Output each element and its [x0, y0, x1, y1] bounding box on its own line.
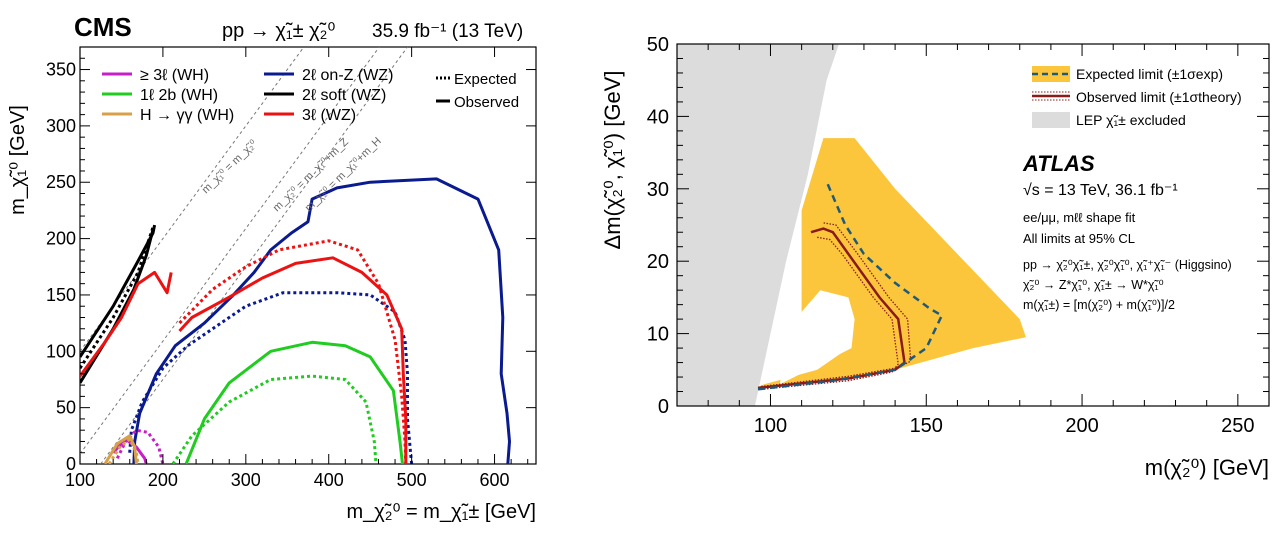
- right-y-axis-title: Δm(χ̃₂⁰, χ̃₁⁰) [GeV]: [600, 71, 625, 250]
- legend-label-3l-wh: ≥ 3ℓ (WH): [140, 67, 209, 84]
- lep-excluded-region: [677, 44, 839, 406]
- legend-label-expected-limit: Expected limit (±1σexp): [1076, 66, 1223, 82]
- atlas-fit-label: ee/μμ, mℓℓ shape fit: [1023, 210, 1136, 225]
- left-x-axis-title: m_χ̃₂⁰ = m_χ̃₁± [GeV]: [346, 501, 536, 523]
- legend-label-hgg-wh: H → γγ (WH): [140, 107, 234, 124]
- cms-experiment-label: CMS: [74, 12, 132, 42]
- y-tick-label-200: 200: [46, 229, 76, 249]
- legend-label-observed: Observed: [454, 94, 519, 111]
- atlas-process-1: pp → χ̃₂⁰χ̃₁±, χ̃₂⁰χ̃₁⁰, χ̃₁⁺χ̃₁⁻ (Higgs…: [1023, 258, 1232, 272]
- right-x-axis-title: m(χ̃₂⁰) [GeV]: [1145, 455, 1269, 480]
- legend-swatch-band: [1032, 66, 1070, 82]
- left-diagonal-lines: [80, 47, 408, 464]
- rx-tick-label-250: 250: [1221, 415, 1254, 437]
- diagonal-line-2: [100, 47, 408, 464]
- observed-limit-up: [761, 222, 912, 388]
- y-tick-label-0: 0: [66, 454, 76, 474]
- y-tick-label-50: 50: [56, 398, 76, 418]
- cms-lumi-label: 35.9 fb⁻¹ (13 TeV): [372, 21, 523, 42]
- series-1-2b-wh-observed: [184, 340, 404, 464]
- series-h-wh-observed: [103, 434, 138, 464]
- x-tick-label-400: 400: [314, 470, 344, 490]
- ry-tick-label-10: 10: [647, 324, 669, 346]
- ry-tick-label-30: 30: [647, 179, 669, 201]
- left-axis-ticks: 100 200 300 400 500 600 0 50 100 150 200 250 300 350: [46, 47, 536, 490]
- x-tick-label-300: 300: [231, 470, 261, 490]
- right-regions-group: [677, 44, 1026, 406]
- diagonal-line-1: [80, 47, 380, 455]
- legend-label-lep: LEP χ̃₁± excluded: [1076, 112, 1186, 128]
- x-tick-label-100: 100: [65, 470, 95, 490]
- series-2-on-z-wz-observed: [132, 177, 511, 464]
- legend-label-observed-limit: Observed limit (±1σtheory): [1076, 89, 1242, 105]
- x-tick-label-600: 600: [480, 470, 510, 490]
- series-2-soft-wz-expected: [80, 226, 155, 370]
- series-h-wh-expected: [107, 437, 140, 464]
- y-tick-label-250: 250: [46, 172, 76, 192]
- legend-label-expected: Expected: [454, 71, 517, 88]
- left-y-axis-title: m_χ̃₁⁰ [GeV]: [7, 105, 29, 215]
- series-2-on-z-wz-expected: [128, 291, 414, 464]
- legend-label-2l-onz: 2ℓ on-Z (WZ): [302, 67, 393, 84]
- cms-process-label: pp → χ̃₁± χ̃₂⁰: [222, 20, 335, 42]
- legend-label-2l-soft: 2ℓ soft (WZ): [302, 87, 386, 104]
- atlas-energy-label: √s = 13 TeV, 36.1 fb⁻¹: [1023, 182, 1178, 199]
- x-tick-label-200: 200: [148, 470, 178, 490]
- y-tick-label-300: 300: [46, 116, 76, 136]
- legend-swatch-lep: [1032, 112, 1070, 128]
- diag-label-equal: m_χ̃₁⁰ = m_χ̃₂⁰: [200, 137, 260, 196]
- right-plot-frame: [676, 43, 1270, 407]
- series-3-wz-expected: [178, 239, 408, 464]
- rx-tick-label-150: 150: [910, 415, 943, 437]
- right-lines-group: [757, 181, 944, 391]
- ry-tick-label-40: 40: [647, 106, 669, 128]
- right-chart: 100 150 200 250 0 10 20 30 40 50 Expected limit (…: [600, 34, 1270, 480]
- legend-label-3l-wz: 3ℓ (WZ): [302, 107, 356, 124]
- right-axis-ticks: 100 150 200 250 0 10 20 30 40 50: [647, 34, 1270, 437]
- atlas-process-3: m(χ̃₁±) = [m(χ̃₂⁰) + m(χ̃₁⁰)]/2: [1023, 298, 1175, 312]
- atlas-label: ATLAS: [1022, 151, 1095, 176]
- y-tick-label-100: 100: [46, 341, 76, 361]
- left-legend: ≥ 3ℓ (WH) 1ℓ 2b (WH) H → γγ (WH) 2ℓ on-Z…: [102, 67, 519, 124]
- right-legend: Expected limit (±1σexp) Observed limit (…: [1032, 66, 1242, 128]
- x-tick-label-500: 500: [397, 470, 427, 490]
- rx-tick-label-100: 100: [754, 415, 787, 437]
- ry-tick-label-0: 0: [658, 396, 669, 418]
- left-chart: CMS pp → χ̃₁± χ̃₂⁰ 35.9 fb⁻¹ (13 TeV) 10…: [7, 12, 537, 523]
- series-3-wz-observed: [178, 256, 408, 464]
- expected-limit-line: [757, 181, 944, 391]
- atlas-process-2: χ̃₂⁰ → Z*χ̃₁⁰, χ̃₁± → W*χ̃₁⁰: [1023, 278, 1164, 292]
- ry-tick-label-50: 50: [647, 34, 669, 56]
- series-1-2b-wh-expected: [171, 374, 378, 464]
- series-2-soft-wz-observed-right-edge: [80, 224, 157, 358]
- legend-label-1l2b-wh: 1ℓ 2b (WH): [140, 87, 218, 104]
- y-tick-label-350: 350: [46, 60, 76, 80]
- series-3-wh-expected: [115, 428, 165, 464]
- atlas-cl-label: All limits at 95% CL: [1023, 231, 1135, 246]
- expected-band-hole: [779, 290, 855, 385]
- left-plot-frame: [79, 46, 537, 465]
- y-tick-label-150: 150: [46, 285, 76, 305]
- left-series-group: [80, 177, 511, 464]
- rx-tick-label-200: 200: [1065, 415, 1098, 437]
- observed-limit-down: [761, 236, 899, 390]
- series-3-wh-observed: [112, 437, 148, 464]
- ry-tick-label-20: 20: [647, 251, 669, 273]
- series-3-wz-observed-low-m: [80, 270, 173, 377]
- expected-band: [754, 138, 1026, 388]
